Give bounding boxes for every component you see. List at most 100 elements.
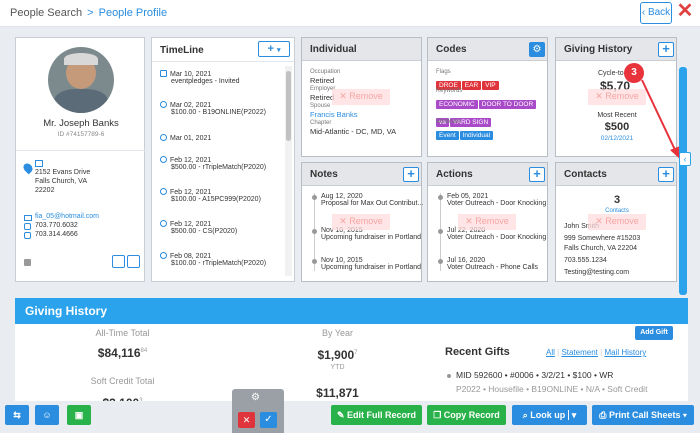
floating-action-panel: ⚙ ✕ ✓ [232,389,284,433]
dollar-icon [160,134,167,141]
timeline-scrollbar[interactable] [285,66,292,276]
confirm-button[interactable]: ✓ [260,412,277,428]
contacts-count-label[interactable]: Contacts [605,208,629,214]
timeline-item[interactable]: Feb 12, 2021 $500.00 - rTripleMatch(P2020… [160,156,266,171]
back-button[interactable]: ‹ Back [640,2,672,24]
annotation-badge: 3 [624,63,644,83]
phone-card-icon[interactable] [127,255,140,268]
codes-gear-button[interactable]: ⚙ [529,42,545,57]
annotation-arrow-icon [641,79,681,160]
look-up-button[interactable]: ⌕ Look up ▾ [512,405,587,425]
caret-down-icon: ▾ [682,410,687,420]
giving-add-button[interactable]: + [658,42,674,57]
merge-button[interactable]: ⇆ [5,405,29,425]
note-item[interactable]: Nov 10, 2015 Upcoming fundraiser in Portl… [321,227,421,241]
actions-title: Actions [428,163,547,186]
dollar-icon [160,252,167,259]
address-line2: Falls Church, VA [35,178,87,185]
side-drawer-tab[interactable] [679,67,687,295]
save-button[interactable]: ▣ [67,405,91,425]
phone1: 703.770.6032 [35,222,78,229]
gift-line1[interactable]: MID 592600 • #0006 • 3/2/21 • $100 • WR [456,370,614,380]
notes-add-button[interactable]: + [403,167,419,182]
search-icon: ⌕ [522,410,531,420]
action-item[interactable]: Feb 05, 2021 Voter Outreach - Door Knocki… [447,193,547,207]
giving-section-title: Giving History [15,298,688,324]
profile-id: ID #74157789-6 [57,131,105,138]
remove-button[interactable]: ✕ Remove [458,214,516,230]
edit-full-record-button[interactable]: ✎ Edit Full Record [331,405,422,425]
notes-title: Notes [302,163,421,186]
chevron-left-icon[interactable]: ‹ [679,152,691,166]
mobile-icon [24,232,31,239]
back-arrow-icon: ‹ [641,7,646,18]
note-item[interactable]: Aug 12, 2020 Proposal for Max Out Contrib… [321,193,424,207]
remove-button[interactable]: ✕ Remove [588,89,646,105]
spouse-link[interactable]: Francis Banks [310,110,358,119]
keyword-tag: ECONOMIC [436,100,478,109]
by-year-label: By Year [321,328,354,338]
breadcrumb-people-search[interactable]: People Search [10,7,83,19]
flag-tag: EAR [461,81,482,90]
timeline-item[interactable]: Feb 12, 2021 $500.00 - CS(P2020) [160,220,237,235]
ytd-value: $1,9007 [317,348,358,362]
contact-phone: 703.555.1234 [564,257,607,264]
dollar-icon [160,188,167,195]
address-zip: 22202 [35,187,55,194]
action-item[interactable]: Jul 22, 2020 Voter Outreach - Door Knocki… [447,227,547,241]
profile-name: Mr. Joseph Banks [43,118,119,129]
timeline-title: TimeLine [160,45,204,56]
timeline-item[interactable]: Mar 02, 2021 $100.00 - B19ONLINE(P2022) [160,101,266,116]
remove-button[interactable]: ✕ Remove [588,214,646,230]
statement-link[interactable]: Statement [561,348,598,357]
contacts-title: Contacts [556,163,676,186]
all-link[interactable]: All [546,348,555,357]
most-recent-value: $500 [604,121,630,133]
facebook-icon[interactable] [24,259,31,266]
timeline-item[interactable]: Feb 12, 2021 $100.00 - A15PC999(P2020) [160,188,261,203]
most-recent-date[interactable]: 02/12/2021 [600,135,634,142]
timeline-item[interactable]: Feb 08, 2021 $100.00 - rTripleMatch(P2020… [160,252,266,267]
year2-value: $11,871 [316,386,359,400]
contact-card-icon[interactable] [112,255,125,268]
timeline-item[interactable]: Mar 10, 2021 eventpledges - Invited [160,70,240,85]
cancel-button[interactable]: ✕ [238,412,255,428]
actions-add-button[interactable]: + [529,167,545,182]
attributes-list: Event Individual [436,124,544,142]
remove-button[interactable]: ✕ Remove [332,89,390,105]
individual-title: Individual [302,38,421,61]
dollar-icon [160,220,167,227]
most-recent-label: Most Recent [597,112,637,119]
copy-record-button[interactable]: ❐ Copy Record [427,405,506,425]
remove-button[interactable]: ✕ Remove [332,214,390,230]
contacts-add-button[interactable]: + [658,167,674,182]
gear-icon[interactable]: ⚙ [251,392,260,403]
phone2: 703.314.4666 [35,231,78,238]
flags-list: DROE EAR VIP [436,74,544,92]
contact-name: John Smith [564,223,600,230]
mail-history-link[interactable]: Mail History [604,348,647,357]
home-icon [35,160,43,167]
close-icon[interactable]: ✕ [676,0,694,22]
notes-card: Notes + Aug 12, 2020 Proposal for Max Out… [301,162,424,282]
contact-email: Testing@testing.com [564,269,630,276]
flag-tag: VIP [482,81,499,90]
print-call-sheets-button[interactable]: ⎙ Print Call Sheets ▾ [592,405,694,425]
email-link[interactable]: fia_05@hotmail.com [35,213,99,220]
caret-down-icon: ▾ [567,410,577,420]
giving-history-title: Giving History [556,38,676,61]
back-label: Back [647,7,671,18]
household-button[interactable]: ☺ [35,405,59,425]
timeline-item[interactable]: Mar 01, 2021 [160,134,211,142]
action-item[interactable]: Jul 16, 2020 Voter Outreach - Phone Calls [447,257,539,271]
calendar-icon [160,70,167,77]
note-item[interactable]: Nov 10, 2015 Upcoming fundraiser in Portl… [321,257,421,271]
codes-card: Codes ⚙ Flags DROE EAR VIP Keywords ECONOM… [427,37,548,157]
occupation-label: Occupation [310,69,341,75]
add-gift-button[interactable]: Add Gift [635,326,673,340]
soft-credit-label: Soft Credit Total [90,376,155,386]
timeline-add-dropdown[interactable]: + ▾ [258,41,290,57]
attribute-tag: Event [436,131,459,140]
top-bar [0,0,700,27]
contact-address1: 999 Somewhere #15203 [564,235,641,242]
